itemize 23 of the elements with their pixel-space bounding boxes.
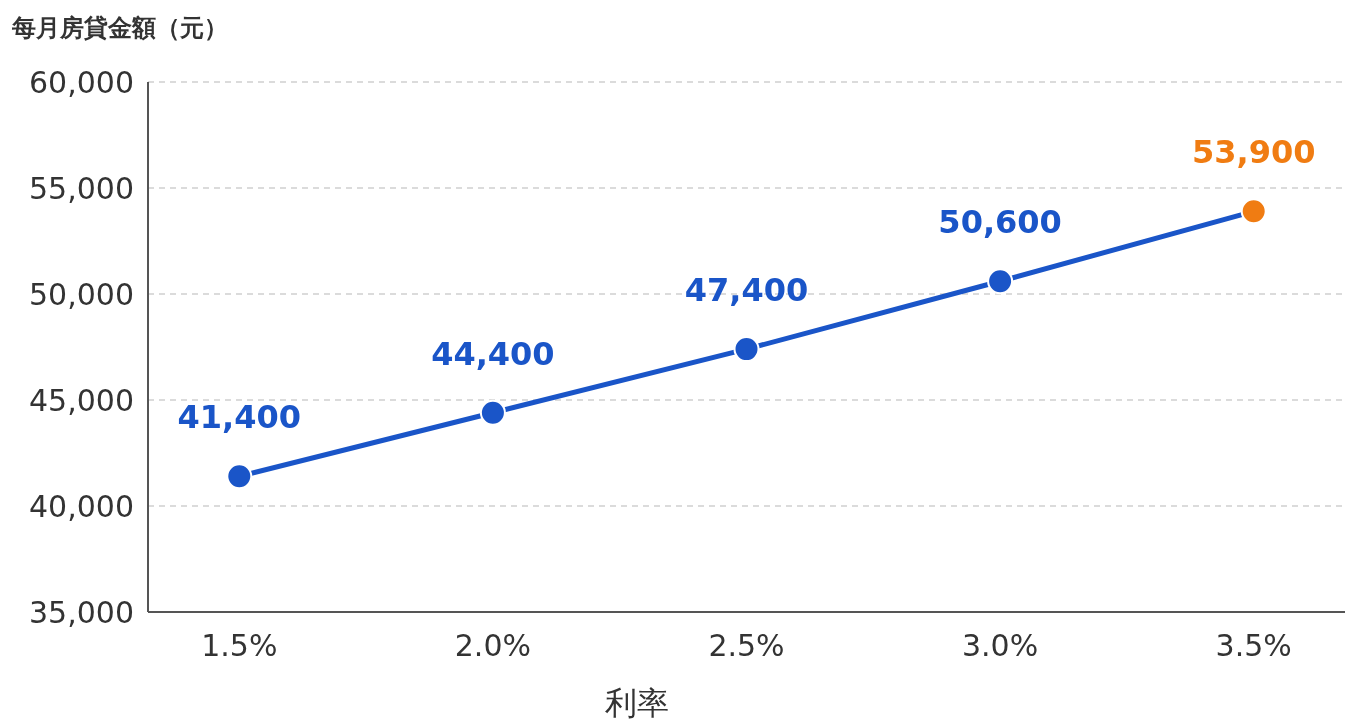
y-tick-label: 55,000	[29, 170, 134, 206]
y-tick-label: 40,000	[29, 488, 134, 524]
point	[1240, 198, 1267, 225]
point	[987, 268, 1014, 295]
point	[226, 463, 253, 490]
y-tick-label: 50,000	[29, 276, 134, 312]
x-tick-label: 2.0%	[454, 628, 532, 663]
y-tick-label: 45,000	[29, 382, 134, 418]
x-tick-label: 3.5%	[1215, 628, 1292, 663]
x-tick-label: 2.5%	[708, 628, 785, 663]
point	[479, 399, 506, 426]
data-label: 41,400	[177, 398, 302, 437]
data-label: 44,400	[431, 334, 555, 373]
x-axis-title: 利率	[604, 684, 669, 722]
chart-title: 每月房貸金額（元）	[11, 14, 228, 42]
point	[733, 336, 760, 363]
x-tick-label: 1.5%	[201, 628, 278, 663]
y-tick-label: 60,000	[29, 64, 134, 100]
x-tick-label: 3.0%	[961, 628, 1039, 663]
y-tick-label: 35,000	[29, 594, 134, 630]
data-label: 53,900	[1191, 133, 1316, 172]
data-label: 50,600	[938, 203, 1062, 242]
data-label: 47,400	[684, 271, 809, 310]
